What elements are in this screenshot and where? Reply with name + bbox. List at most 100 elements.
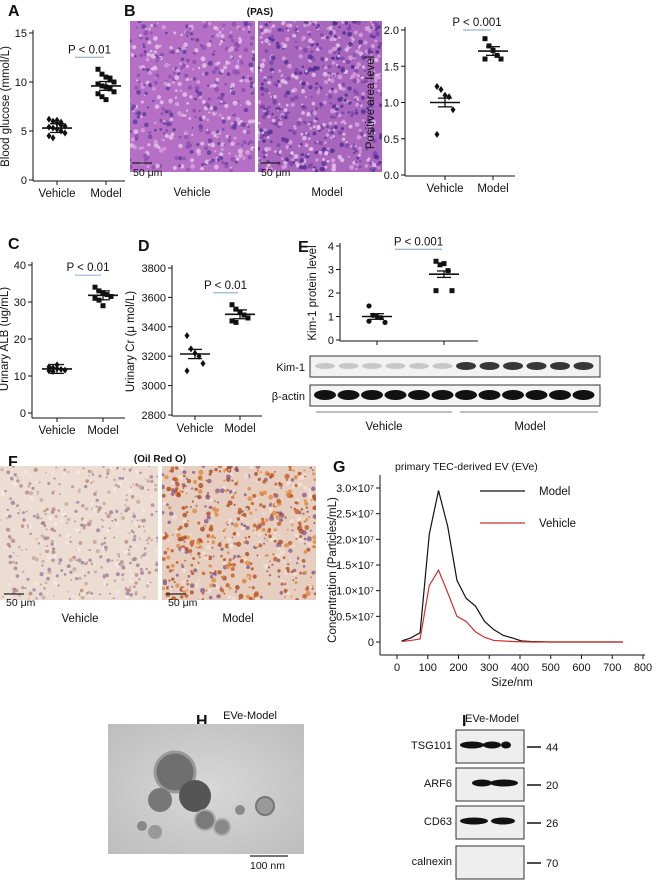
tissue-texture xyxy=(148,466,151,467)
tissue-texture xyxy=(271,552,275,556)
tissue-texture xyxy=(74,509,78,513)
tissue-texture xyxy=(241,537,246,542)
tissue-texture xyxy=(143,153,148,158)
tissue-texture xyxy=(45,544,49,548)
tissue-texture xyxy=(259,503,263,507)
tissue-texture xyxy=(327,78,331,82)
tissue-texture xyxy=(93,493,96,496)
tissue-texture xyxy=(112,487,117,492)
data-point xyxy=(450,106,456,114)
tissue-texture xyxy=(246,522,249,525)
tissue-texture xyxy=(214,86,219,92)
tissue-texture xyxy=(363,79,369,84)
tissue-texture xyxy=(166,503,169,507)
data-point xyxy=(50,134,56,142)
tissue-texture xyxy=(290,102,295,107)
y-tick-label: 10 xyxy=(15,77,27,89)
tissue-texture xyxy=(289,494,294,498)
tissue-texture xyxy=(363,69,367,73)
data-point xyxy=(50,117,56,125)
tissue-texture xyxy=(120,512,123,515)
tissue-texture xyxy=(357,46,361,49)
tissue-texture xyxy=(249,67,254,71)
tissue-texture xyxy=(214,511,217,514)
tissue-texture xyxy=(241,87,246,93)
data-point xyxy=(54,116,60,124)
tissue-texture xyxy=(142,43,145,46)
tissue-texture xyxy=(81,504,85,508)
tissue-texture xyxy=(136,73,141,77)
tissue-texture xyxy=(228,586,232,590)
tissue-texture xyxy=(225,563,231,569)
tissue-texture xyxy=(210,142,216,148)
tissue-texture xyxy=(139,570,145,575)
tissue-texture xyxy=(13,566,18,571)
tissue-texture xyxy=(276,542,279,545)
tissue-texture xyxy=(37,493,39,496)
tissue-texture xyxy=(180,57,185,62)
tissue-texture xyxy=(157,56,161,60)
tissue-texture xyxy=(182,474,186,478)
tissue-texture xyxy=(273,82,277,86)
tissue-texture xyxy=(290,523,294,527)
tissue-texture xyxy=(101,525,104,528)
tissue-texture xyxy=(185,511,189,514)
tissue-texture xyxy=(296,121,302,126)
tissue-texture xyxy=(58,493,61,496)
tissue-texture xyxy=(137,525,141,528)
tissue-texture xyxy=(41,595,46,600)
tissue-texture xyxy=(234,160,238,164)
tissue-texture xyxy=(270,140,273,143)
tissue-texture xyxy=(269,95,273,98)
kim1-band xyxy=(432,363,453,369)
tissue-texture xyxy=(163,120,166,123)
tissue-texture xyxy=(228,34,233,40)
tissue-texture xyxy=(14,587,17,590)
tissue-texture xyxy=(60,513,64,517)
tissue-texture xyxy=(207,540,210,543)
tissue-texture xyxy=(277,121,283,127)
tissue-texture xyxy=(323,141,327,145)
tissue-texture xyxy=(288,548,293,553)
tissue-texture xyxy=(178,143,183,149)
tissue-texture xyxy=(235,466,238,468)
tissue-texture xyxy=(99,565,103,569)
tissue-texture xyxy=(190,545,193,548)
tissue-texture xyxy=(48,515,53,520)
tissue-texture xyxy=(75,559,78,562)
tissue-texture xyxy=(261,114,267,119)
tissue-texture xyxy=(34,582,38,586)
tissue-texture xyxy=(279,512,283,516)
tissue-texture xyxy=(189,95,193,99)
tissue-texture xyxy=(303,473,306,476)
tissue-texture xyxy=(211,514,214,517)
tissue-texture xyxy=(27,597,30,600)
mw-marker-label: 70 xyxy=(546,858,558,870)
tissue-texture xyxy=(198,556,201,559)
tissue-texture xyxy=(165,121,171,127)
tissue-texture xyxy=(211,53,215,56)
tissue-texture xyxy=(252,529,255,532)
tissue-texture xyxy=(138,33,143,38)
tissue-texture xyxy=(305,506,309,509)
tissue-texture xyxy=(112,597,115,600)
tissue-texture xyxy=(108,510,114,515)
tissue-texture xyxy=(290,573,293,576)
tissue-texture xyxy=(215,129,220,134)
tissue-texture xyxy=(319,46,323,50)
tissue-texture xyxy=(275,41,280,45)
tissue-texture xyxy=(213,134,217,138)
tissue-texture xyxy=(310,96,313,99)
tissue-texture xyxy=(45,507,49,512)
tissue-texture xyxy=(178,135,182,139)
tissue-texture xyxy=(115,535,118,538)
tissue-texture xyxy=(207,138,213,143)
tissue-texture xyxy=(224,60,230,65)
tissue-texture xyxy=(38,481,41,484)
tissue-texture xyxy=(28,573,31,576)
tissue-texture xyxy=(317,24,320,27)
y-tick-label: 2800 xyxy=(142,410,166,422)
tissue-texture xyxy=(353,151,356,154)
beta-actin-band xyxy=(455,390,477,400)
tissue-texture xyxy=(344,143,350,149)
